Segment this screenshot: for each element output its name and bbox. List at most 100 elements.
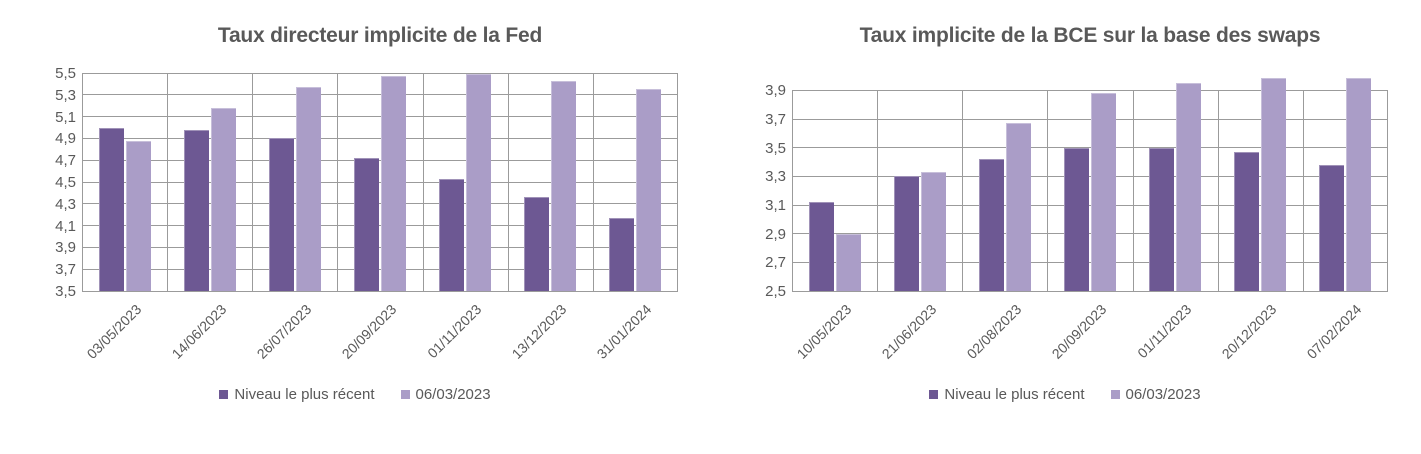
gridline <box>82 203 678 205</box>
gridline <box>1047 90 1048 291</box>
gridline <box>962 90 963 291</box>
legend-label: 06/03/2023 <box>415 386 491 403</box>
bar-recent <box>1149 147 1175 291</box>
bar-group <box>1303 69 1388 291</box>
x-tick-label: 26/07/2023 <box>253 301 315 362</box>
gridline <box>792 90 793 291</box>
y-tick-label: 4,7 <box>55 152 76 170</box>
x-tick-label: 31/01/2024 <box>593 301 655 362</box>
gridline <box>337 73 338 291</box>
fed-implied-rate-chart: Taux directeur implicite de la Fed 3,5 3,… <box>0 0 710 403</box>
y-tick-label: 2,7 <box>765 254 786 272</box>
gridline <box>792 233 1388 235</box>
bar-reference <box>920 172 946 291</box>
bar-recent <box>893 176 919 291</box>
legend: Niveau le plus récent 06/03/2023 <box>0 386 710 403</box>
bar-group <box>877 69 962 291</box>
gridline <box>792 261 1388 263</box>
plot-area <box>82 72 678 292</box>
x-tick-label: 07/02/2024 <box>1303 301 1365 362</box>
gridline <box>508 73 509 291</box>
chart-title: Taux implicite de la BCE sur la base des… <box>859 24 1321 47</box>
bar-group <box>1047 69 1132 291</box>
gridline <box>82 159 678 161</box>
bar-reference <box>1090 93 1116 291</box>
gridline <box>423 73 424 291</box>
gridline <box>167 73 168 291</box>
x-tick-label: 20/09/2023 <box>1048 301 1110 362</box>
bar-reference <box>636 89 662 291</box>
x-axis-labels: 03/05/2023 14/06/2023 26/07/2023 20/09/2023… <box>82 292 678 378</box>
y-tick-label: 4,9 <box>55 130 76 148</box>
legend-swatch <box>400 390 410 399</box>
gridline <box>792 118 1388 120</box>
gridline <box>792 204 1388 206</box>
x-tick-label: 03/05/2023 <box>83 301 144 362</box>
gridline <box>677 73 678 291</box>
x-tick-label: 01/11/2023 <box>1134 301 1195 362</box>
bce-implied-rate-chart: Taux implicite de la BCE sur la base des… <box>710 0 1420 403</box>
bar-group <box>423 73 508 291</box>
bar-group <box>593 73 678 291</box>
gridline <box>82 181 678 183</box>
legend-item: 06/03/2023 <box>400 386 491 403</box>
legend-swatch <box>1110 390 1120 399</box>
legend-label: 06/03/2023 <box>1125 386 1201 403</box>
x-tick-label: 20/09/2023 <box>338 301 400 362</box>
x-axis-labels: 10/05/2023 21/06/2023 02/08/2023 20/09/2023… <box>792 292 1388 378</box>
x-tick-label: 14/06/2023 <box>168 301 230 362</box>
legend-item: Niveau le plus récent <box>929 386 1085 403</box>
bar-recent <box>524 197 550 291</box>
bar-reference <box>835 233 861 291</box>
x-tick-label: 10/05/2023 <box>793 301 854 362</box>
x-tick-label: 21/06/2023 <box>878 301 940 362</box>
bar-reference <box>1261 77 1287 291</box>
legend: Niveau le plus récent 06/03/2023 <box>710 386 1420 403</box>
bar-recent <box>808 202 834 291</box>
gridline <box>877 90 878 291</box>
bar-recent <box>439 178 465 291</box>
y-axis: 2,5 2,7 2,9 3,1 3,3 3,5 3,7 3,9 <box>738 70 786 300</box>
gridline <box>792 89 1388 91</box>
y-tick-label: 4,1 <box>55 217 76 235</box>
gridline <box>82 116 678 118</box>
bar-group <box>82 73 167 291</box>
charts-row: Taux directeur implicite de la Fed 3,5 3,… <box>0 0 1420 403</box>
legend-item: Niveau le plus récent <box>219 386 375 403</box>
legend-swatch <box>929 390 939 399</box>
y-tick-label: 5,1 <box>55 108 76 126</box>
bar-recent <box>268 138 294 291</box>
gridline <box>82 73 83 291</box>
bar-reference <box>1005 123 1031 291</box>
bar-group <box>252 73 337 291</box>
y-tick-label: 3,3 <box>765 168 786 186</box>
legend-label: Niveau le plus récent <box>234 386 375 403</box>
bar-reference <box>1346 77 1372 291</box>
gridline <box>792 175 1388 177</box>
y-tick-label: 2,5 <box>765 283 786 300</box>
plot-row: 3,5 3,7 3,9 4,1 4,3 4,5 4,7 4,9 5,1 5,3 5,5 <box>28 66 710 300</box>
y-tick-label: 4,5 <box>55 174 76 191</box>
bar-recent <box>978 159 1004 291</box>
bar-group <box>792 69 877 291</box>
gridline <box>1218 90 1219 291</box>
bar-reference <box>295 87 321 291</box>
y-tick-label: 3,7 <box>765 111 786 129</box>
x-tick-label: 01/11/2023 <box>424 301 485 362</box>
gridline <box>792 147 1388 149</box>
bar-reference <box>551 80 577 291</box>
bar-group <box>1218 69 1303 291</box>
bar-reference <box>125 140 151 291</box>
bar-recent <box>353 158 379 291</box>
x-tick-label: 13/12/2023 <box>508 301 570 362</box>
bar-group <box>167 73 252 291</box>
bar-group <box>962 69 1047 291</box>
plot-row: 2,5 2,7 2,9 3,1 3,3 3,5 3,7 3,9 <box>738 69 1420 300</box>
y-axis: 3,5 3,7 3,9 4,1 4,3 4,5 4,7 4,9 5,1 5,3 5,5 <box>28 66 76 300</box>
bar-reference <box>210 107 236 291</box>
bar-group <box>1133 69 1218 291</box>
y-tick-label: 5,5 <box>55 65 76 82</box>
x-tick-label: 02/08/2023 <box>963 301 1025 362</box>
gridline <box>82 94 678 96</box>
